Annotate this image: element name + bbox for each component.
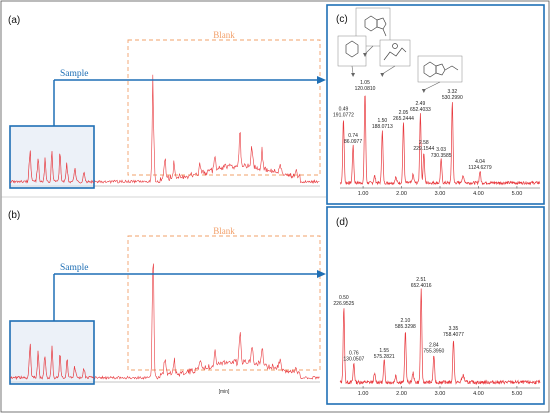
- panel-label-a: (a): [8, 15, 20, 26]
- structure-pointer: [351, 65, 354, 75]
- substituted-structure-icon: [379, 39, 411, 67]
- panel-label-c: (c): [336, 14, 348, 25]
- sample-label-a: Sample: [60, 69, 89, 79]
- blank-region-box-b: [127, 235, 321, 371]
- chromatogram-trace-c: [339, 95, 541, 186]
- x-ticks-c: 1.00 2.00 3.00 4.00 5.00: [358, 186, 523, 197]
- structure-pointer-head: [380, 73, 385, 77]
- x-tick-label: 2.00: [396, 391, 407, 397]
- blank-label-b: Blank: [213, 226, 235, 236]
- sample-inset-b: [9, 320, 95, 385]
- panel-a: Blank Sample: [9, 30, 326, 189]
- peak-label: 2.51 652.4016: [411, 277, 432, 289]
- peak-label: 4.04 1124.6279: [468, 159, 491, 171]
- structure-pointer: [364, 45, 374, 55]
- inset-trace-a: [9, 150, 95, 184]
- peak-label: 2.10 585.3298: [395, 318, 416, 330]
- sample-arrow-head-b: [317, 270, 326, 278]
- peak-label: 0.74 86.0977: [344, 133, 362, 145]
- inset-trace-b: [9, 343, 95, 381]
- structure-pointer-head: [421, 89, 426, 93]
- peak-label: 0.50 226.9525: [333, 295, 354, 307]
- chromatogram-trace-d: [339, 288, 541, 386]
- x-tick-label: 4.00: [473, 191, 484, 197]
- peak-label: 2.58 229.1544: [413, 140, 434, 152]
- peak-label: 1.55 575.2821: [374, 348, 395, 360]
- x-tick-label: 3.00: [435, 391, 446, 397]
- x-tick-label: 5.00: [512, 391, 523, 397]
- x-tick-label: 1.00: [358, 191, 369, 197]
- blank-region-box-a: [127, 39, 321, 176]
- structure-pointer: [382, 65, 396, 75]
- peak-label: 0.49 191.0772: [333, 107, 354, 119]
- peak-label: 1.50 188.0713: [372, 118, 393, 130]
- x-tick-label: 2.00: [396, 191, 407, 197]
- structure-arrows-c: [351, 45, 441, 93]
- peak-label: 3.35 758.4077: [443, 326, 464, 338]
- peak-labels-c: 0.49 191.0772 0.74 86.0977 1.05 120.0810 1.50 1…: [333, 80, 492, 171]
- peak-labels-d: 0.50 226.9525 0.76 130.0507 1.55 575.2821 2.10…: [333, 277, 464, 362]
- min-axis-label: [min]: [219, 389, 230, 395]
- peak-label: 2.05 265.2444: [393, 110, 414, 122]
- panel-label-b: (b): [8, 210, 20, 221]
- peak-label: 2.49 652.4033: [410, 101, 431, 113]
- panel-c: (c) 1.00 2.00 3.00 4.00 5.00 0.49 191.0772 0.7…: [326, 4, 545, 205]
- blank-label-a: Blank: [213, 30, 235, 40]
- x-tick-label: 4.00: [473, 391, 484, 397]
- peak-label: 3.03 730.3585: [431, 147, 452, 159]
- panel-label-d: (d): [336, 217, 348, 228]
- tryptophan-structure-icon: [417, 55, 463, 83]
- x-tick-label: 3.00: [435, 191, 446, 197]
- peak-label: 1.05 120.0810: [355, 80, 376, 92]
- peak-label: 0.76 130.0507: [343, 351, 364, 363]
- panel-b: Blank [min] Sample: [9, 226, 326, 395]
- panel-d: (d) 1.00 2.00 3.00 4.00 5.00 0.50 226.9525 0.7…: [326, 206, 545, 405]
- structure-pointer: [423, 81, 441, 91]
- structure-pointer-head: [363, 53, 367, 57]
- x-tick-label: 5.00: [512, 191, 523, 197]
- peak-label: 3.32 530.2990: [442, 89, 463, 101]
- sample-label-b: Sample: [60, 263, 89, 273]
- x-ticks-d: 1.00 2.00 3.00 4.00 5.00: [358, 386, 523, 397]
- peak-label: 2.84 755.3950: [423, 342, 444, 354]
- structure-pointer-head: [351, 73, 356, 77]
- zoom-panel-d: [326, 206, 545, 405]
- piperidine-structure-icon: [337, 35, 367, 67]
- x-tick-label: 1.00: [358, 391, 369, 397]
- sample-arrow-head-a: [317, 76, 326, 84]
